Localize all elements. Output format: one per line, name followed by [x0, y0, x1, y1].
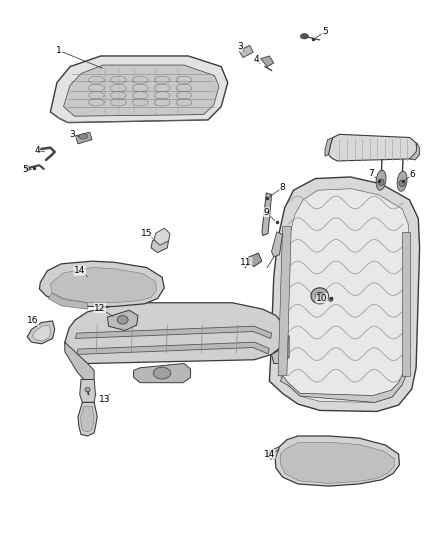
Polygon shape: [266, 447, 279, 459]
Polygon shape: [261, 56, 274, 67]
Text: 16: 16: [27, 317, 39, 325]
Ellipse shape: [85, 387, 90, 392]
Polygon shape: [275, 436, 399, 486]
Polygon shape: [75, 326, 272, 338]
Polygon shape: [80, 379, 95, 402]
Polygon shape: [134, 364, 191, 383]
Polygon shape: [39, 261, 164, 306]
Polygon shape: [278, 227, 291, 376]
Ellipse shape: [79, 134, 88, 139]
Ellipse shape: [376, 170, 386, 190]
Polygon shape: [77, 342, 269, 354]
Text: 12: 12: [94, 304, 106, 312]
Polygon shape: [50, 56, 228, 123]
Text: 3: 3: [237, 43, 243, 51]
Polygon shape: [239, 45, 253, 58]
Ellipse shape: [378, 179, 384, 185]
Ellipse shape: [328, 297, 333, 302]
Polygon shape: [32, 325, 51, 341]
Polygon shape: [249, 253, 262, 266]
Ellipse shape: [397, 171, 407, 191]
Polygon shape: [64, 65, 219, 116]
Ellipse shape: [399, 180, 405, 187]
Polygon shape: [81, 406, 94, 432]
Text: 5: 5: [22, 165, 28, 174]
Polygon shape: [410, 143, 420, 160]
Polygon shape: [325, 138, 333, 156]
Polygon shape: [272, 232, 283, 257]
Ellipse shape: [25, 166, 30, 171]
Text: 13: 13: [99, 395, 111, 404]
Text: 4: 4: [254, 55, 259, 64]
Polygon shape: [65, 342, 94, 379]
Polygon shape: [269, 177, 420, 411]
Polygon shape: [151, 236, 169, 253]
Text: 10: 10: [316, 294, 328, 303]
Ellipse shape: [311, 288, 328, 304]
Text: 8: 8: [279, 183, 286, 192]
Polygon shape: [78, 402, 97, 436]
Polygon shape: [402, 232, 410, 376]
Polygon shape: [280, 373, 406, 402]
Text: 4: 4: [35, 146, 40, 155]
Text: 15: 15: [141, 229, 152, 238]
Ellipse shape: [117, 316, 128, 324]
Text: 14: 14: [264, 450, 275, 458]
Polygon shape: [27, 321, 55, 344]
Ellipse shape: [315, 292, 324, 300]
Polygon shape: [280, 442, 394, 483]
Text: 11: 11: [240, 258, 252, 266]
Text: 9: 9: [263, 208, 269, 216]
Polygon shape: [328, 134, 417, 161]
Text: 3: 3: [69, 130, 75, 139]
Polygon shape: [50, 268, 157, 303]
Ellipse shape: [153, 367, 171, 379]
Polygon shape: [262, 193, 272, 236]
Text: 5: 5: [322, 28, 328, 36]
Polygon shape: [48, 293, 88, 309]
Polygon shape: [65, 303, 286, 364]
Polygon shape: [107, 310, 138, 330]
Text: 1: 1: [56, 46, 62, 55]
Polygon shape: [272, 336, 289, 364]
Ellipse shape: [300, 34, 308, 39]
Text: 7: 7: [368, 169, 374, 177]
Polygon shape: [154, 228, 170, 245]
Text: 14: 14: [74, 266, 85, 275]
Polygon shape: [75, 132, 92, 144]
Polygon shape: [280, 189, 409, 402]
Text: 6: 6: [410, 171, 416, 179]
